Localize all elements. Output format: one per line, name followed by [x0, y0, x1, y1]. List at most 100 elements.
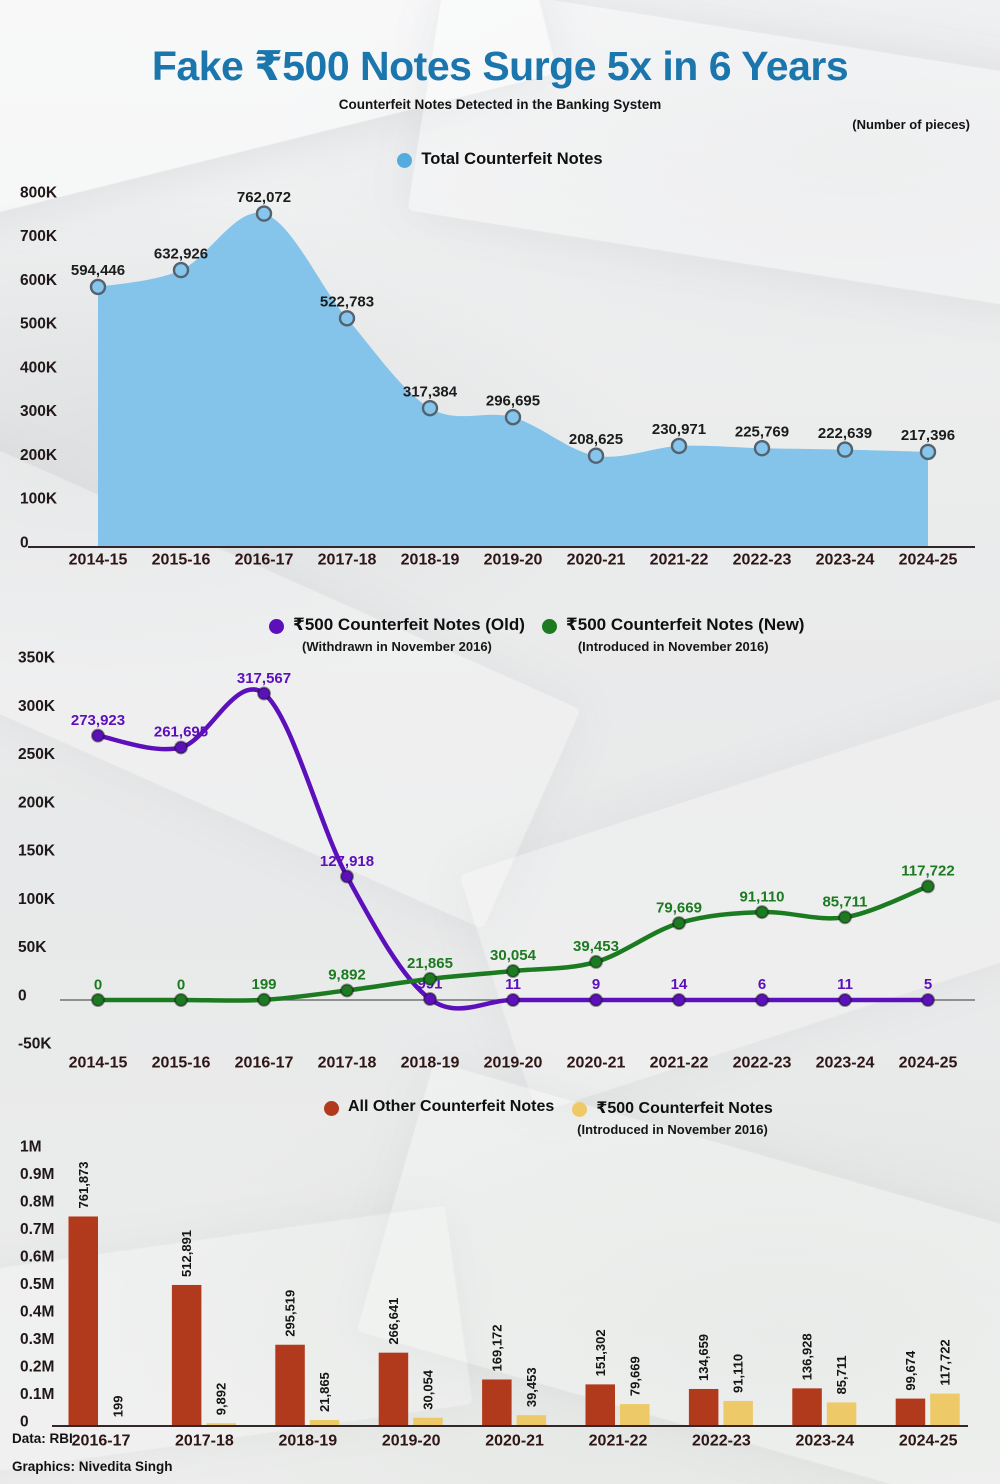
data-point-marker: [423, 971, 437, 986]
y-axis-tick: 0.3M: [20, 1331, 54, 1348]
data-point-marker: [755, 905, 769, 920]
data-point-marker: [172, 261, 190, 279]
data-point-marker: [91, 993, 105, 1007]
y-axis-tick: 0: [20, 534, 29, 551]
legend-total-counterfeit: Total Counterfeit Notes: [0, 150, 1000, 169]
data-point-marker: [506, 963, 520, 978]
legend-old-vs-new: ₹500 Counterfeit Notes (Old) (Withdrawn …: [269, 615, 804, 654]
legend-dot-new-icon: [541, 618, 557, 634]
x-axis-label: 2017-18: [318, 1055, 377, 1072]
data-point-marker: [753, 440, 771, 457]
y-axis-tick: 0.2M: [20, 1358, 54, 1375]
legend-bar-chart: All Other Counterfeit Notes ₹500 Counter…: [324, 1098, 773, 1137]
data-source: Data: RBI: [12, 1431, 73, 1446]
area-total-counterfeit: [98, 212, 928, 547]
data-point-marker: [423, 992, 437, 1007]
data-point-marker: [672, 916, 686, 931]
bar-value-label: 512,891: [179, 1230, 194, 1277]
y-axis-tick: 0.5M: [20, 1276, 54, 1293]
y-axis-tick: 100K: [20, 491, 58, 508]
y-axis-tick: 700K: [20, 228, 58, 245]
y-axis-tick: 50K: [18, 939, 47, 956]
bar-value-label: 295,519: [283, 1290, 298, 1337]
data-point-label: 594,446: [71, 262, 125, 279]
x-axis-label: 2018-19: [401, 1055, 460, 1072]
data-point-marker: [838, 992, 852, 1007]
bar-value-label: 151,302: [593, 1329, 608, 1376]
data-point-label: 9: [592, 976, 600, 993]
subtitle: Counterfeit Notes Detected in the Bankin…: [338, 97, 662, 112]
x-axis-label: 2015-16: [152, 1055, 211, 1072]
data-point-label: 632,926: [154, 245, 208, 262]
data-point-marker: [91, 728, 105, 743]
data-point-label: 5: [924, 976, 932, 993]
x-axis-label: 2018-19: [278, 1433, 337, 1450]
y-axis-tick: 150K: [18, 843, 56, 860]
data-point-marker: [838, 910, 852, 925]
legend-label-old: ₹500 Counterfeit Notes (Old): [293, 615, 525, 634]
background-note-shape: [0, 0, 559, 225]
unit-note: (Number of pieces): [852, 117, 970, 132]
y-axis-tick: 0.8M: [20, 1193, 54, 1210]
legend-dot-500-icon: [572, 1101, 588, 1117]
x-axis-label: 2020-21: [567, 552, 626, 569]
data-point-label: 991: [417, 975, 442, 992]
bar-all-other: [275, 1344, 305, 1426]
x-axis-label: 2016-17: [72, 1433, 131, 1450]
y-axis-tick: 800K: [20, 184, 58, 201]
x-axis-label: 2019-20: [382, 1433, 441, 1450]
y-axis-tick: 0.9M: [20, 1166, 54, 1183]
bar-value-label: 9,892: [214, 1383, 229, 1416]
bar-value-label: 91,110: [731, 1354, 746, 1393]
y-axis-tick: -50K: [18, 1036, 52, 1053]
bar-value-label: 266,641: [386, 1298, 401, 1345]
bar-500-notes: [826, 1402, 857, 1426]
line-new-notes: [95, 884, 931, 1003]
data-point-marker: [921, 879, 935, 894]
legend-item-500-notes: ₹500 Counterfeit Notes (Introduced in No…: [572, 1098, 773, 1137]
bar-all-other: [688, 1388, 719, 1426]
bar-value-label: 136,928: [800, 1333, 815, 1380]
bar-all-other: [792, 1388, 822, 1426]
x-axis-label: 2024-25: [899, 552, 958, 569]
data-point-marker: [589, 954, 603, 969]
background-note-shape: [458, 657, 1000, 1115]
x-axis-label: 2014-15: [69, 1055, 128, 1072]
y-axis-tick: 0: [18, 987, 27, 1004]
data-point-marker: [338, 310, 356, 327]
y-axis-tick: 0.4M: [20, 1303, 54, 1320]
data-point-marker: [672, 992, 686, 1007]
x-axis-label: 2017-18: [175, 1433, 234, 1450]
x-axis-label: 2014-15: [69, 552, 128, 569]
bar-value-label: 761,873: [76, 1161, 91, 1208]
y-axis-tick: 250K: [18, 746, 56, 763]
legend-dot-old-icon: [269, 618, 284, 634]
bar-500-notes: [413, 1417, 443, 1426]
bar-value-label: 39,453: [524, 1367, 539, 1407]
legend-item-all-other: All Other Counterfeit Notes: [324, 1098, 554, 1116]
x-axis-label: 2022-23: [692, 1433, 751, 1450]
y-axis-tick: 0.6M: [20, 1248, 54, 1265]
bar-all-other: [68, 1216, 98, 1426]
y-axis-tick: 100K: [18, 891, 56, 908]
data-point-label: 522,783: [320, 294, 374, 311]
x-axis-label: 2022-23: [733, 552, 792, 569]
bar-500-notes: [309, 1419, 340, 1426]
data-point-label: 21,865: [407, 955, 453, 972]
data-point-label: 91,110: [739, 888, 784, 905]
x-axis-label: 2024-25: [899, 1433, 958, 1450]
graphics-credit: Graphics: Nivedita Singh: [12, 1459, 173, 1474]
x-axis-label: 2022-23: [733, 1055, 792, 1072]
data-point-label: 261,695: [154, 724, 208, 741]
data-point-marker: [89, 278, 107, 296]
data-point-label: 79,669: [656, 899, 702, 916]
x-axis-label: 2016-17: [235, 1055, 294, 1072]
data-point-marker: [255, 205, 273, 222]
y-axis-tick: 500K: [20, 316, 58, 333]
data-point-label: 222,639: [818, 425, 872, 442]
x-axis-label: 2019-20: [484, 552, 543, 569]
y-axis-tick: 300K: [20, 403, 58, 420]
bar-value-label: 85,711: [834, 1355, 849, 1394]
